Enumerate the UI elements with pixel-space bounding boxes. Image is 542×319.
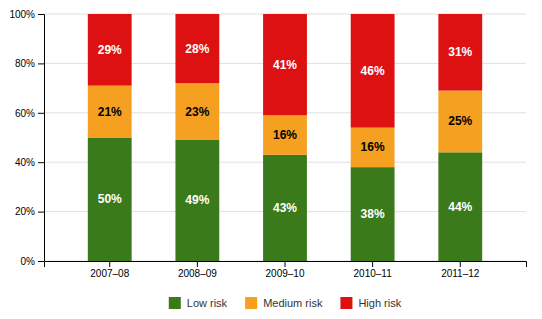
legend-swatch [245, 297, 257, 309]
bar-segment [88, 138, 132, 262]
y-tick-label: 40% [15, 157, 35, 168]
data-label: 25% [448, 114, 472, 128]
y-tick-mark [38, 14, 44, 15]
x-tick: 2008–09 [178, 261, 217, 279]
data-label: 38% [361, 207, 385, 221]
data-label: 31% [448, 45, 472, 59]
x-tick-label: 2008–09 [178, 268, 217, 279]
y-tick: 60% [15, 108, 44, 119]
legend-label: Medium risk [263, 297, 323, 309]
y-tick-label: 0% [21, 256, 36, 267]
y-axis: 0% 20% 40% 60% 80% 100% [9, 9, 44, 267]
data-label: 23% [185, 105, 209, 119]
x-tick-mark [197, 261, 198, 267]
y-tick-mark [38, 63, 44, 64]
plot: 0%20%40%60%80%100%2007–082008–092009–102… [9, 9, 526, 279]
legend-item: High risk [340, 297, 401, 309]
y-tick-label: 20% [15, 206, 35, 217]
x-axis-line [45, 262, 527, 268]
y-tick-mark [38, 113, 44, 114]
bar-segment [351, 128, 395, 168]
x-tick-mark [285, 261, 286, 267]
data-label: 50% [98, 192, 122, 206]
data-label: 44% [448, 200, 472, 214]
legend-swatch [340, 297, 352, 309]
x-tick-mark [460, 261, 461, 267]
bar-segment [175, 14, 219, 83]
data-label: 21% [98, 105, 122, 119]
legend-item: Low risk [169, 297, 228, 309]
bar-segment [438, 14, 482, 91]
y-tick: 0% [21, 256, 44, 267]
y-tick: 40% [15, 157, 44, 168]
bar-segment [351, 167, 395, 261]
y-tick: 80% [15, 58, 44, 69]
bar-segment [438, 152, 482, 261]
y-tick-label: 80% [15, 58, 35, 69]
y-tick: 100% [9, 9, 44, 20]
x-tick: 2011–12 [441, 261, 480, 279]
legend-label: Low risk [187, 297, 228, 309]
y-tick-mark [38, 162, 44, 163]
bar-segment [175, 83, 219, 140]
y-tick-label: 60% [15, 108, 35, 119]
chart: 0%20%40%60%80%100%2007–082008–092009–102… [0, 0, 542, 319]
bar-segment [175, 140, 219, 261]
legend: Low risk Medium risk High risk [169, 297, 402, 309]
bar-segment [88, 86, 132, 138]
x-tick: 2010–11 [354, 261, 393, 279]
data-label: 43% [273, 201, 297, 215]
bar-segment [88, 14, 132, 86]
data-label: 49% [185, 193, 209, 207]
bar-segment [263, 115, 307, 155]
legend-label: High risk [358, 297, 401, 309]
x-tick-label: 2007–08 [90, 268, 129, 279]
y-tick-mark [38, 212, 44, 213]
x-tick-label: 2011–12 [441, 268, 480, 279]
y-tick: 20% [15, 206, 44, 217]
data-label: 46% [361, 64, 385, 78]
x-tick: 2007–08 [90, 261, 129, 279]
x-tick-mark [109, 261, 110, 267]
y-axis-line [38, 15, 45, 262]
data-label: 16% [361, 140, 385, 154]
y-tick-label: 100% [9, 9, 35, 20]
x-tick-mark [372, 261, 373, 267]
bar-segment [263, 14, 307, 115]
bar-segment [351, 14, 395, 128]
bar-segment [263, 155, 307, 261]
data-label: 41% [273, 58, 297, 72]
bars [88, 14, 482, 261]
grid [44, 14, 526, 261]
data-label: 29% [98, 43, 122, 57]
data-label: 16% [273, 128, 297, 142]
bar-segment [438, 91, 482, 153]
legend-item: Medium risk [245, 297, 323, 309]
y-tick-mark [38, 261, 44, 262]
data-label: 28% [185, 42, 209, 56]
x-tick-label: 2010–11 [354, 268, 393, 279]
x-tick: 2009–10 [266, 261, 305, 279]
x-tick-label: 2009–10 [266, 268, 305, 279]
data-labels: 50% 49% 43% 38% 44% 21% 23% 16% 16% 25% 29% 28% 41% 4… [98, 42, 473, 221]
legend-swatch [169, 297, 181, 309]
x-axis: 2007–08 2008–09 2009–10 2010–11 2011–12 [45, 261, 527, 279]
